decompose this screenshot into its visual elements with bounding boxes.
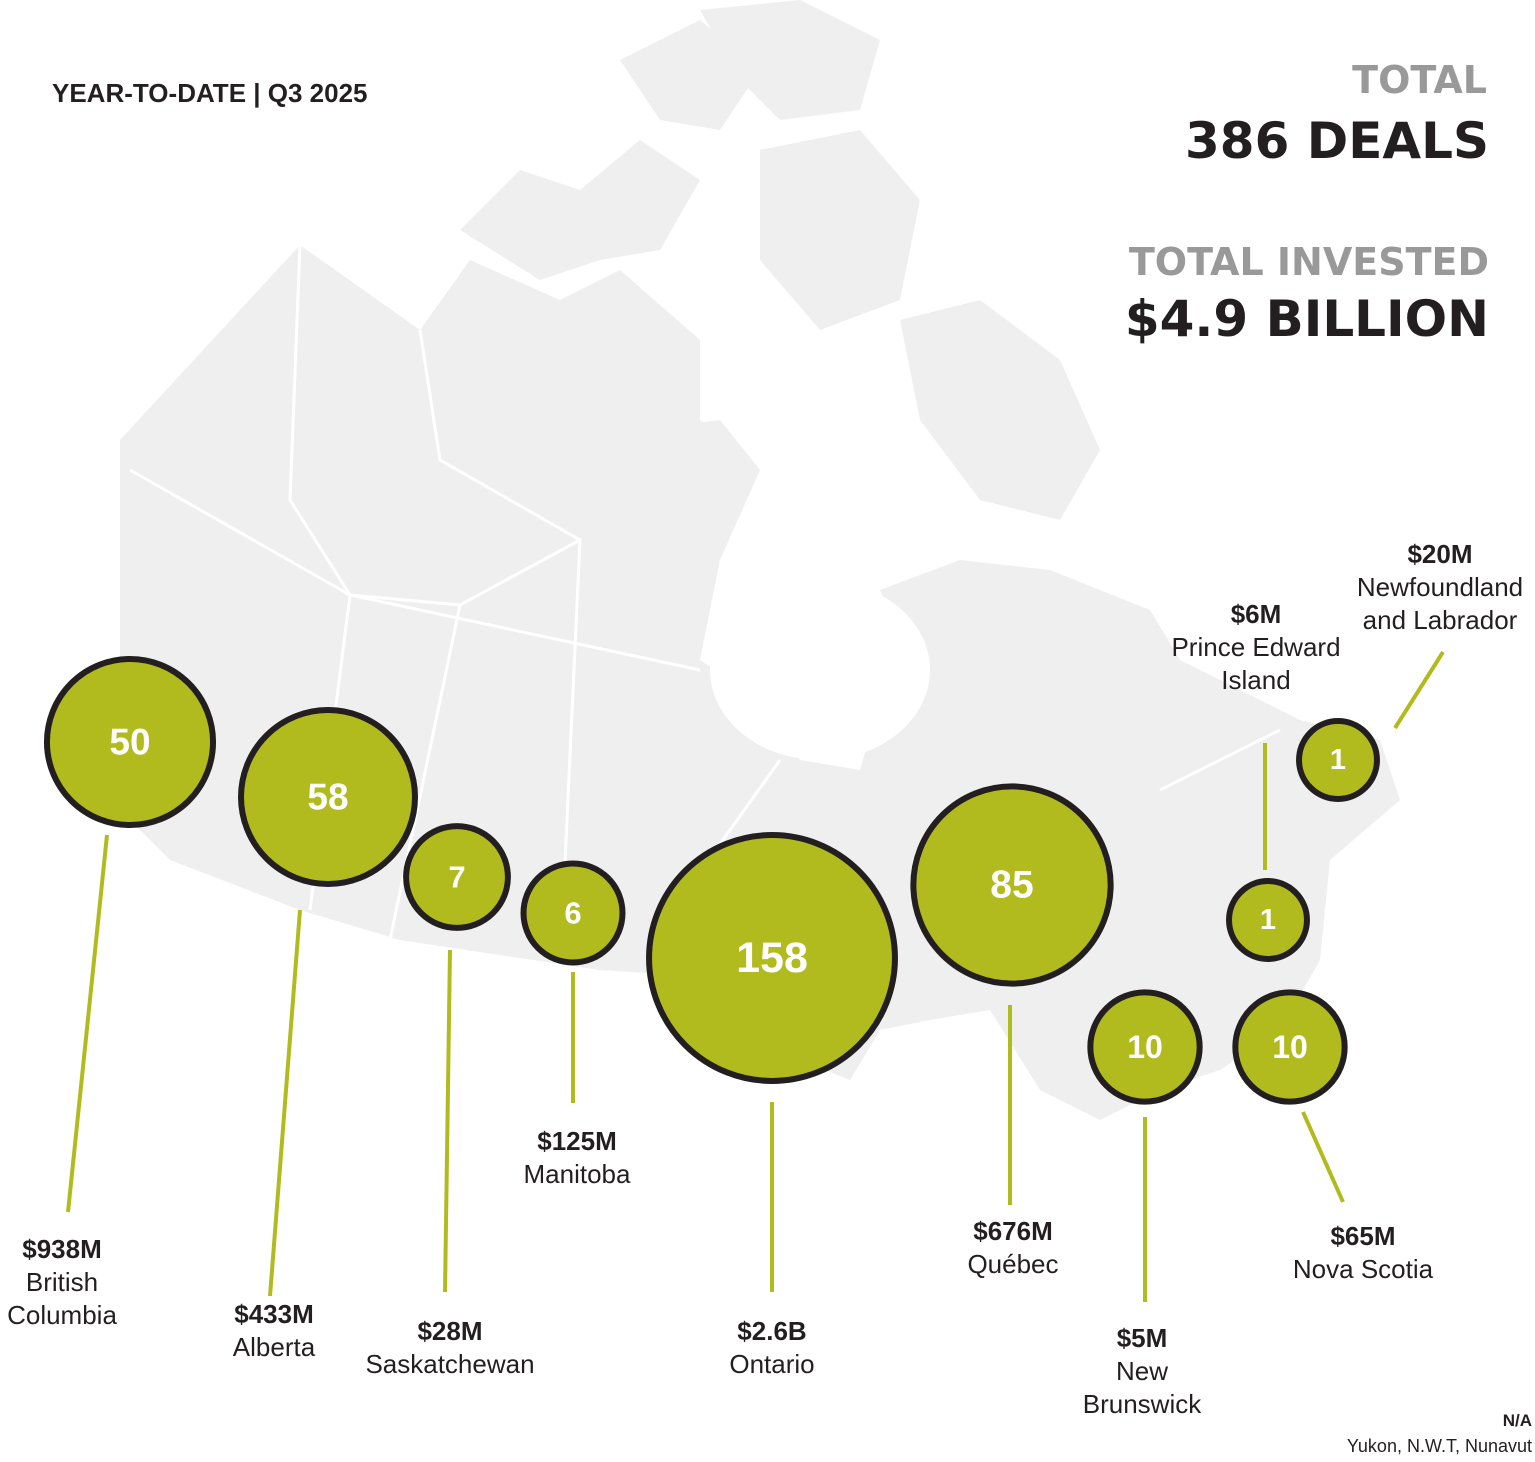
- deal-count: 85: [990, 864, 1033, 907]
- footnote-regions: Yukon, N.W.T, Nunavut: [1346, 1436, 1532, 1456]
- deal-count: 1: [1260, 904, 1276, 936]
- region-name: Saskatchewan: [365, 1349, 535, 1379]
- deal-count: 50: [109, 722, 150, 763]
- invested-amount: $938M: [22, 1234, 102, 1264]
- deal-count: 10: [1127, 1029, 1163, 1065]
- deal-bubble: [43, 655, 217, 829]
- deal-bubble: [1087, 989, 1203, 1105]
- total-deals: 386 DEALS: [1184, 112, 1489, 170]
- deal-bubble: [910, 783, 1114, 987]
- region-name: Québec: [967, 1249, 1059, 1279]
- invested-total: $4.9 BILLION: [1124, 290, 1489, 348]
- region-name: New Brunswick: [1082, 1356, 1202, 1419]
- invested-amount: $20M: [1407, 539, 1473, 569]
- deal-bubble: [520, 860, 626, 966]
- region-label: $6M Prince Edward Island: [1156, 598, 1356, 697]
- invested-amount: $28M: [417, 1316, 483, 1346]
- deal-bubble: [1226, 878, 1310, 962]
- invested-label: TOTAL INVESTED: [1128, 240, 1489, 284]
- deal-count: 6: [564, 896, 581, 931]
- region-name: Alberta: [232, 1332, 316, 1362]
- leader-line: [268, 909, 302, 1297]
- region-label: $5M New Brunswick: [1072, 1322, 1212, 1421]
- invested-amount: $433M: [234, 1299, 314, 1329]
- region-label: $2.6B Ontario: [692, 1315, 852, 1381]
- period: YEAR-TO-DATE | Q3 2025: [52, 78, 368, 108]
- region-name: Nova Scotia: [1292, 1254, 1434, 1284]
- invested-amount: $65M: [1330, 1221, 1396, 1251]
- deal-bubble: [403, 823, 511, 931]
- invested-amount: $6M: [1230, 599, 1282, 629]
- invested-amount: $676M: [973, 1216, 1053, 1246]
- region-label: $433M Alberta: [204, 1298, 344, 1364]
- deal-count: 58: [307, 777, 348, 818]
- region-name: Prince Edward Island: [1171, 632, 1341, 695]
- invested-amount: $5M: [1116, 1323, 1168, 1353]
- deal-count: 158: [736, 934, 808, 982]
- deal-bubble: [1296, 718, 1380, 802]
- invested-amount: $125M: [537, 1126, 617, 1156]
- region-label: $125M Manitoba: [497, 1125, 657, 1191]
- deal-count: 1: [1330, 744, 1346, 776]
- leader-line: [443, 949, 452, 1293]
- region-label: $65M Nova Scotia: [1263, 1220, 1463, 1286]
- region-label: $676M Québec: [933, 1215, 1093, 1281]
- deal-bubble: [1232, 989, 1348, 1105]
- footnote-value: N/A: [1502, 1411, 1532, 1430]
- leader-line: [66, 834, 109, 1213]
- region-name: Manitoba: [523, 1159, 631, 1189]
- deal-bubble: [238, 707, 418, 887]
- region-label: $28M Saskatchewan: [340, 1315, 560, 1381]
- deal-count: 7: [448, 860, 465, 895]
- invested-amount: $2.6B: [737, 1316, 807, 1346]
- deal-bubble: [646, 832, 898, 1084]
- leader-line: [1301, 1111, 1345, 1203]
- hudson-bay: [710, 580, 930, 760]
- deal-count: 10: [1272, 1029, 1308, 1065]
- region-name: Ontario: [729, 1349, 815, 1379]
- region-label: $20M Newfoundland and Labrador: [1340, 538, 1535, 637]
- total-label: TOTAL: [1352, 58, 1487, 102]
- region-label: $938M British Columbia: [0, 1233, 132, 1332]
- borders: [129, 244, 1281, 971]
- region-name: Newfoundland and Labrador: [1356, 572, 1524, 635]
- region-name: British Columbia: [7, 1267, 117, 1330]
- leader-line: [1393, 650, 1445, 730]
